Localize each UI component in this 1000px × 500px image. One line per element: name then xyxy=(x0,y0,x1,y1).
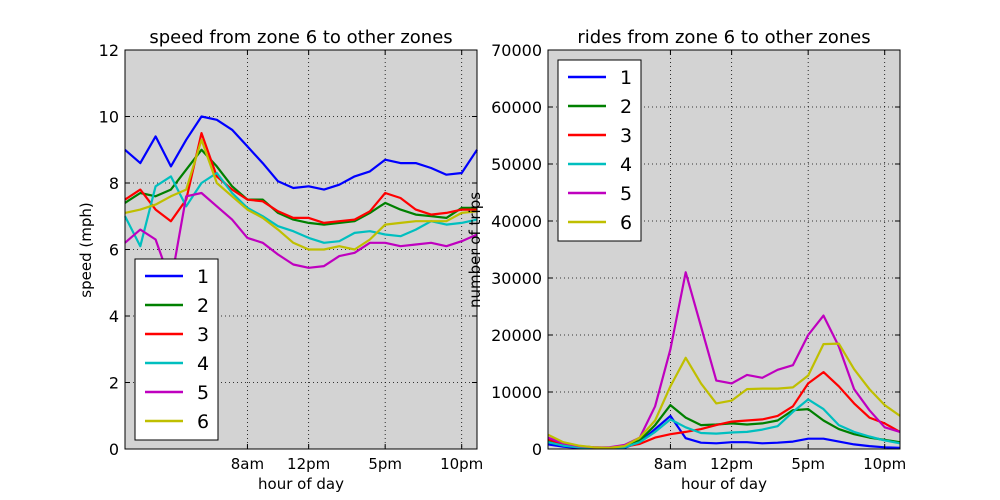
rides-x-axis-label: hour of day xyxy=(681,475,767,493)
rides-legend: 1 2 3 4 5 6 xyxy=(557,59,642,242)
rides-x-tick-label: 12pm xyxy=(710,455,753,473)
rides-legend-box xyxy=(557,59,642,242)
speed-y-tick-label: 2 xyxy=(109,374,119,393)
rides-y-tick-label: 70000 xyxy=(491,41,542,60)
rides-plot-frame xyxy=(547,49,901,450)
speed-chart-title: speed from zone 6 to other zones xyxy=(149,27,452,48)
speed-y-tick-label: 10 xyxy=(99,108,119,127)
rides-series-line-6 xyxy=(547,342,901,449)
speed-x-tick-label: 8am xyxy=(231,455,264,473)
rides-lines xyxy=(547,271,901,450)
speed-grid xyxy=(125,50,477,449)
speed-y-tick-label: 4 xyxy=(109,307,119,326)
speed-legend-label-1: 1 xyxy=(197,266,209,288)
speed-y-tick-label: 12 xyxy=(99,41,119,60)
rides-y-tick-label: 60000 xyxy=(491,98,542,117)
speed-x-axis-label: hour of day xyxy=(258,475,344,493)
speed-series-line-6 xyxy=(124,138,478,251)
rides-legend-label-6: 6 xyxy=(620,212,632,234)
speed-x-tick-label: 12pm xyxy=(287,455,330,473)
rides-y-tick-label: 30000 xyxy=(491,269,542,288)
rides-x-tick-label: 10pm xyxy=(863,455,906,473)
speed-series-line-1 xyxy=(124,115,478,191)
rides-chart: 0 10000 20000 30000 40000 50000 60000 70000 8am 1… xyxy=(466,27,906,493)
rides-legend-label-4: 4 xyxy=(620,154,632,176)
speed-series-line-5 xyxy=(124,191,478,284)
rides-y-tick-label: 40000 xyxy=(491,212,542,231)
speed-legend: 1 2 3 4 5 6 xyxy=(134,258,219,441)
rides-legend-label-1: 1 xyxy=(620,67,632,89)
speed-y-tick-label: 6 xyxy=(109,241,119,260)
speed-legend-label-5: 5 xyxy=(197,382,209,404)
speed-legend-label-6: 6 xyxy=(197,411,209,433)
rides-y-tick-label: 10000 xyxy=(491,383,542,402)
rides-y-axis-label: number of trips xyxy=(466,192,484,308)
rides-legend-label-5: 5 xyxy=(620,183,632,205)
rides-legend-label-2: 2 xyxy=(620,96,632,118)
speed-lines xyxy=(124,115,478,284)
rides-x-tick-label: 5pm xyxy=(791,455,825,473)
rides-chart-title: rides from zone 6 to other zones xyxy=(577,27,870,48)
speed-legend-label-4: 4 xyxy=(197,353,209,375)
rides-y-tick-label: 0 xyxy=(532,440,542,459)
speed-legend-box xyxy=(134,258,219,441)
speed-x-tick-label: 5pm xyxy=(368,455,402,473)
speed-series-line-2 xyxy=(124,148,477,226)
speed-y-axis-label: speed (mph) xyxy=(77,202,95,297)
rides-y-tick-label: 20000 xyxy=(491,326,542,345)
speed-legend-label-2: 2 xyxy=(197,295,209,317)
rides-y-tick-label: 50000 xyxy=(491,155,542,174)
speed-y-tick-label: 0 xyxy=(109,440,119,459)
rides-x-tick-label: 8am xyxy=(654,455,687,473)
speed-legend-label-3: 3 xyxy=(197,324,209,346)
speed-x-tick-label: 10pm xyxy=(440,455,483,473)
rides-legend-label-3: 3 xyxy=(620,125,632,147)
speed-series-line-4 xyxy=(124,171,478,248)
speed-y-tick-label: 8 xyxy=(109,174,119,193)
rides-ticks: 0 10000 20000 30000 40000 50000 60000 70000 8am 1… xyxy=(491,41,906,473)
